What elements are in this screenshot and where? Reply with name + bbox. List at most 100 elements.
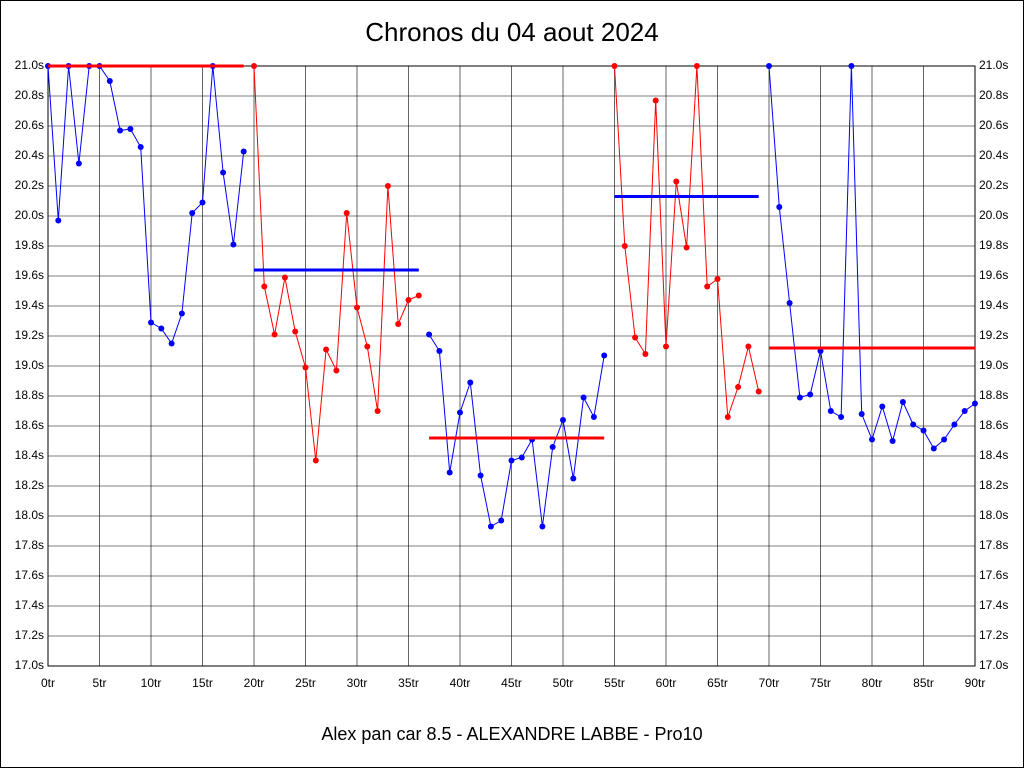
y2-tick-label: 17.2s: [979, 628, 1008, 642]
y-tick-label: 20.4s: [15, 148, 44, 162]
x-axis-label: Alex pan car 8.5 - ALEXANDRE LABBE - Pro…: [321, 724, 702, 744]
data-point: [343, 210, 350, 216]
x-tick-label: 25tr: [295, 676, 316, 690]
x-tick-label: 35tr: [398, 676, 419, 690]
data-point: [395, 321, 402, 327]
data-point: [632, 334, 639, 341]
x-tick-label: 55tr: [604, 676, 625, 690]
data-point: [755, 388, 762, 395]
data-point: [848, 63, 855, 69]
y2-tick-label: 17.4s: [979, 598, 1008, 612]
x-tick-label: 60tr: [656, 676, 677, 690]
data-point: [869, 436, 875, 443]
y-tick-label: 20.8s: [15, 88, 44, 102]
data-point: [457, 409, 463, 416]
series-line: [428, 334, 605, 528]
data-point: [786, 300, 793, 306]
data-point: [920, 427, 927, 434]
data-point: [117, 127, 124, 134]
data-point: [580, 394, 587, 401]
data-point: [364, 343, 371, 350]
y2-tick-label: 18.6s: [979, 418, 1008, 432]
data-point: [271, 331, 278, 338]
data-point: [436, 348, 443, 354]
data-point: [879, 403, 886, 410]
y2-tick-label: 18.2s: [979, 478, 1008, 492]
data-point: [693, 63, 700, 69]
x-tick-label: 40tr: [450, 676, 471, 690]
data-point: [106, 78, 113, 84]
data-point: [652, 97, 659, 104]
y-tick-label: 19.4s: [15, 298, 44, 312]
y2-tick-label: 20.4s: [979, 148, 1008, 162]
data-point: [889, 438, 896, 444]
data-point: [302, 364, 309, 371]
data-point: [374, 408, 381, 414]
y2-tick-label: 20.8s: [979, 88, 1008, 102]
data-point: [961, 408, 968, 414]
data-point: [714, 276, 721, 282]
y2-tick-label: 19.6s: [979, 268, 1008, 282]
data-point: [199, 199, 206, 206]
y2-tick-label: 20.6s: [979, 118, 1008, 132]
y-tick-label: 18.4s: [15, 448, 44, 462]
data-point: [735, 384, 742, 390]
x-tick-label: 80tr: [862, 676, 883, 690]
x-tick-label: 10tr: [141, 676, 162, 690]
data-point: [426, 331, 433, 338]
y2-tick-label: 17.8s: [979, 538, 1008, 552]
y2-tick-label: 18.0s: [979, 508, 1008, 522]
y2-tick-label: 19.2s: [979, 328, 1008, 342]
y2-tick-label: 20.2s: [979, 178, 1008, 192]
data-point: [910, 421, 917, 428]
data-point: [549, 444, 556, 450]
data-point: [384, 183, 391, 189]
data-point: [683, 244, 690, 251]
data-point: [405, 297, 412, 303]
y-tick-label: 20.0s: [15, 208, 44, 222]
y-tick-label: 17.8s: [15, 538, 44, 552]
data-point: [621, 243, 628, 249]
x-tick-label: 0tr: [41, 676, 55, 690]
data-point: [930, 445, 937, 452]
y2-tick-label: 19.0s: [979, 358, 1008, 372]
data-point: [467, 379, 474, 386]
data-point: [292, 328, 299, 335]
data-point: [858, 411, 865, 417]
data-point: [55, 217, 62, 224]
data-point: [766, 63, 772, 69]
x-tick-label: 75tr: [810, 676, 831, 690]
data-point: [220, 169, 227, 176]
y-tick-label: 19.0s: [15, 358, 44, 372]
data-point: [148, 319, 154, 326]
data-point: [281, 274, 288, 281]
data-point: [178, 310, 185, 317]
x-tick-label: 85tr: [913, 676, 934, 690]
y2-tick-label: 17.6s: [979, 568, 1008, 582]
data-point: [745, 343, 752, 350]
x-tick-label: 70tr: [759, 676, 780, 690]
y-tick-label: 19.6s: [15, 268, 44, 282]
data-point: [704, 283, 711, 290]
data-point: [498, 517, 505, 524]
series-line: [47, 65, 245, 345]
y-tick-label: 18.0s: [15, 508, 44, 522]
data-point: [560, 417, 566, 423]
data-point: [601, 352, 608, 359]
data-point: [261, 283, 268, 290]
data-point: [941, 436, 948, 443]
data-point: [508, 457, 515, 464]
data-point: [477, 472, 484, 479]
y2-tick-label: 19.8s: [979, 238, 1008, 252]
y-tick-label: 17.4s: [15, 598, 44, 612]
data-point: [827, 408, 834, 414]
data-point: [158, 325, 165, 332]
y2-tick-label: 19.4s: [979, 298, 1008, 312]
data-point: [951, 421, 958, 428]
data-point: [796, 394, 803, 401]
x-tick-label: 65tr: [707, 676, 728, 690]
data-point: [518, 454, 525, 461]
data-point: [230, 241, 237, 248]
y-tick-label: 19.2s: [15, 328, 44, 342]
y-tick-label: 17.2s: [15, 628, 44, 642]
